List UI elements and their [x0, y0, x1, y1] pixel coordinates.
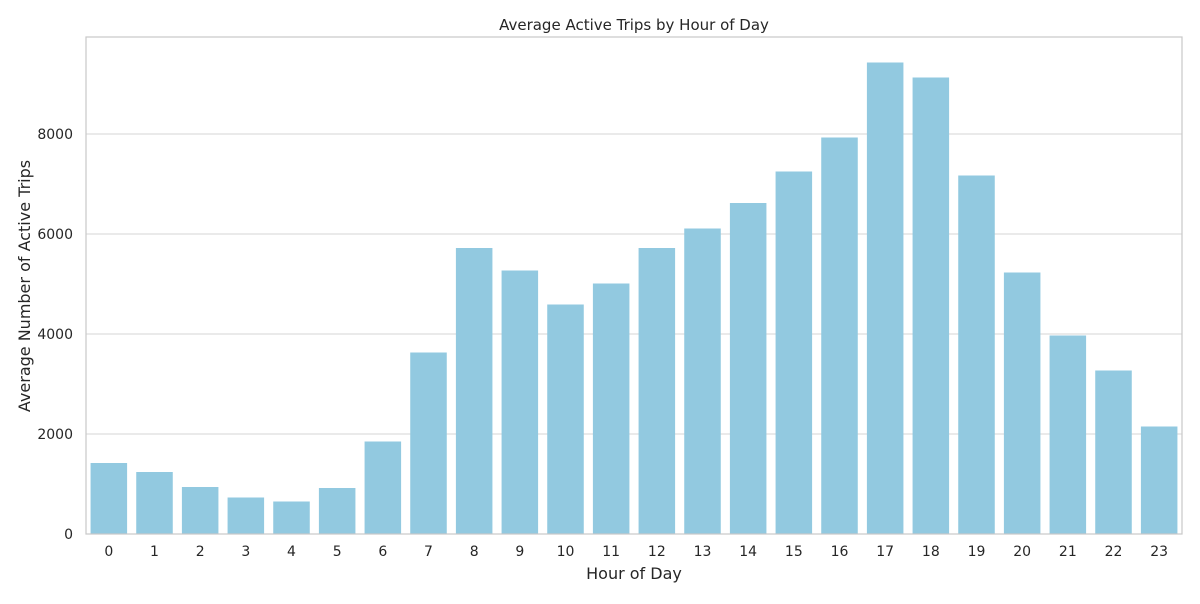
x-tick-label: 12: [648, 544, 666, 560]
x-tick-label: 9: [515, 544, 524, 560]
x-tick-label: 1: [150, 544, 159, 560]
x-tick-label: 5: [333, 544, 342, 560]
plot-frame: [85, 36, 1183, 535]
y-tick-label: 6000: [37, 227, 73, 243]
x-axis-label: Hour of Day: [586, 564, 682, 583]
bar-hour-14: [729, 203, 767, 534]
bar-hour-0: [90, 463, 128, 534]
y-axis-label: Average Number of Active Trips: [15, 160, 34, 412]
bar-hour-15: [775, 171, 813, 534]
x-tick-label: 19: [968, 544, 986, 560]
bar-hour-20: [1003, 272, 1041, 534]
y-tick-label: 0: [64, 527, 73, 543]
bar-hour-11: [592, 283, 630, 534]
x-tick-label: 0: [104, 544, 113, 560]
x-tick-label: 8: [470, 544, 479, 560]
bar-hour-16: [821, 137, 858, 534]
bar-hour-5: [318, 488, 356, 534]
x-tick-label: 11: [602, 544, 620, 560]
bar-hour-1: [136, 472, 173, 534]
x-tick-label: 17: [876, 544, 894, 560]
bar-hour-8: [455, 248, 493, 534]
bar-hour-3: [227, 497, 265, 534]
x-tick-label: 23: [1150, 544, 1168, 560]
y-tick-label: 2000: [37, 427, 73, 443]
chart-title: Average Active Trips by Hour of Day: [499, 16, 769, 34]
bar-hour-4: [273, 501, 310, 534]
x-tick-label: 10: [557, 544, 575, 560]
bar-hour-2: [181, 487, 219, 534]
bar-hour-7: [410, 352, 447, 534]
x-tick-label: 16: [831, 544, 849, 560]
x-tick-label: 22: [1105, 544, 1123, 560]
x-tick-label: 14: [739, 544, 757, 560]
x-tick-label: 18: [922, 544, 940, 560]
x-tick-label: 13: [694, 544, 712, 560]
bar-hour-22: [1095, 370, 1132, 534]
bar-hour-19: [958, 175, 995, 534]
x-tick-label: 2: [196, 544, 205, 560]
bars-layer: [90, 62, 1178, 534]
x-tick-label: 15: [785, 544, 803, 560]
y-axis-ticks: 0 2000 4000 6000 8000: [37, 127, 73, 543]
bar-hour-13: [684, 228, 721, 534]
y-tick-label: 4000: [37, 327, 73, 343]
bar-hour-17: [866, 62, 904, 534]
x-tick-label: 20: [1013, 544, 1031, 560]
x-tick-label: 4: [287, 544, 296, 560]
y-tick-label: 8000: [37, 127, 73, 143]
x-tick-label: 6: [378, 544, 387, 560]
bar-hour-12: [638, 248, 676, 534]
bar-hour-23: [1140, 426, 1178, 534]
bar-hour-21: [1049, 335, 1087, 534]
x-tick-label: 3: [241, 544, 250, 560]
bar-hour-10: [547, 304, 584, 534]
x-axis-ticks: 0 1 2 3 4 5 6 7 8 9 10 11 12 13 14 15 16 17 18 19 20 21 22 23: [104, 544, 1168, 560]
x-tick-label: 7: [424, 544, 433, 560]
bar-hour-9: [501, 270, 539, 534]
x-tick-label: 21: [1059, 544, 1077, 560]
bar-hour-6: [364, 441, 402, 534]
bar-hour-18: [912, 77, 950, 534]
